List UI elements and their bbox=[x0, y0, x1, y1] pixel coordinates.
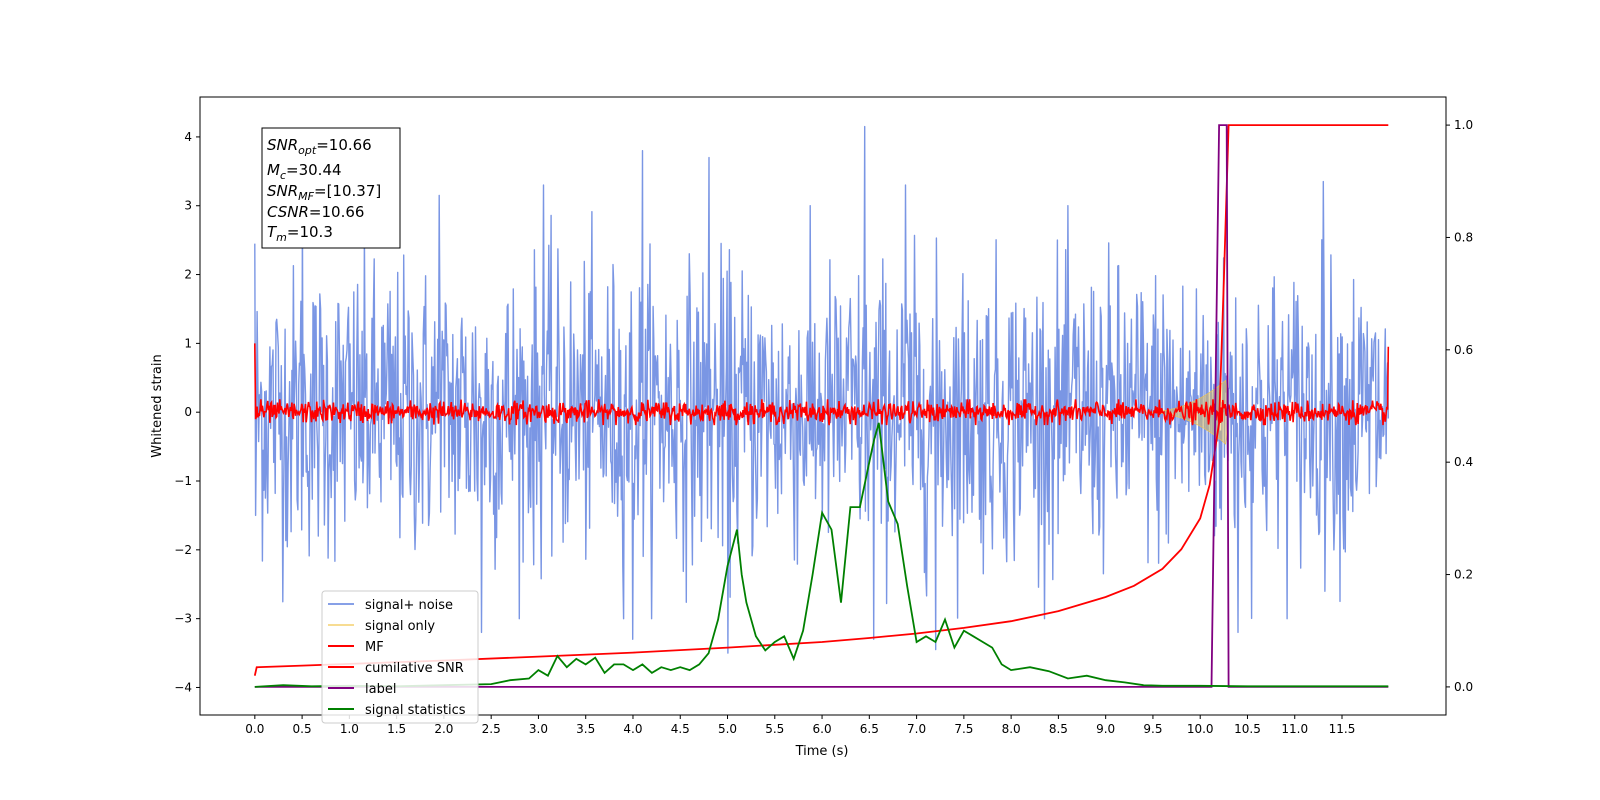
y-left-tick-label: −4 bbox=[174, 680, 192, 694]
x-axis-title: Time (s) bbox=[795, 744, 849, 759]
y-left-tick-label: 3 bbox=[184, 199, 192, 213]
y-left-tick-label: −2 bbox=[174, 543, 192, 557]
series-signal-statistics bbox=[254, 422, 1389, 688]
x-tick-label: 7.5 bbox=[954, 722, 973, 736]
legend-label: signal statistics bbox=[365, 703, 466, 718]
info-snr-opt: SNRopt=10.66 bbox=[267, 136, 372, 157]
y-axis-left: −4 −3 −2 −1 0 1 2 3 4 bbox=[174, 130, 200, 694]
y-right-tick-label: 0.2 bbox=[1454, 568, 1473, 582]
legend-label: signal+ noise bbox=[365, 598, 453, 613]
info-csnr: CSNR=10.66 bbox=[267, 203, 364, 221]
x-tick-label: 6.0 bbox=[813, 722, 832, 736]
x-tick-label: 3.0 bbox=[529, 722, 548, 736]
y-left-tick-label: −1 bbox=[174, 474, 192, 488]
legend: signal+ noise signal only MF cumilative SNR… bbox=[321, 590, 479, 724]
legend-label: MF bbox=[365, 640, 384, 655]
info-snr-mf: SNRMF=[10.37] bbox=[267, 182, 381, 203]
x-tick-label: 4.5 bbox=[671, 722, 690, 736]
y-left-tick-label: 0 bbox=[184, 405, 192, 419]
info-mc: Mc=30.44 bbox=[267, 161, 342, 182]
x-tick-label: 11.5 bbox=[1329, 722, 1356, 736]
series-signal-noise bbox=[254, 125, 1389, 654]
x-tick-label: 7.0 bbox=[907, 722, 926, 736]
x-tick-label: 0.0 bbox=[245, 722, 264, 736]
x-tick-label: 0.5 bbox=[293, 722, 312, 736]
x-tick-label: 3.5 bbox=[576, 722, 595, 736]
legend-label: cumilative SNR bbox=[365, 661, 464, 676]
x-tick-label: 2.0 bbox=[434, 722, 453, 736]
y-right-tick-label: 0.8 bbox=[1454, 230, 1473, 244]
y-right-tick-label: 1.0 bbox=[1454, 118, 1473, 132]
x-tick-label: 1.0 bbox=[340, 722, 359, 736]
legend-label: signal only bbox=[365, 619, 435, 634]
y-right-tick-label: 0.0 bbox=[1454, 680, 1473, 694]
y-left-tick-label: 4 bbox=[184, 130, 192, 144]
x-tick-label: 11.0 bbox=[1281, 722, 1308, 736]
x-tick-label: 8.5 bbox=[1049, 722, 1068, 736]
y-axis-title: Whitened strain bbox=[150, 354, 165, 457]
y-left-tick-label: 2 bbox=[184, 268, 192, 282]
x-tick-label: 8.0 bbox=[1002, 722, 1021, 736]
y-left-tick-label: 1 bbox=[184, 336, 192, 350]
info-tm: Tm=10.3 bbox=[267, 223, 333, 244]
y-axis-right: 0.0 0.2 0.4 0.6 0.8 1.0 bbox=[1446, 118, 1473, 694]
y-right-tick-label: 0.6 bbox=[1454, 343, 1473, 357]
x-tick-label: 5.0 bbox=[718, 722, 737, 736]
x-tick-label: 5.5 bbox=[765, 722, 784, 736]
x-tick-label: 9.0 bbox=[1096, 722, 1115, 736]
x-tick-label: 4.0 bbox=[623, 722, 642, 736]
x-tick-label: 10.5 bbox=[1234, 722, 1261, 736]
y-left-tick-label: −3 bbox=[174, 612, 192, 626]
x-tick-label: 2.5 bbox=[482, 722, 501, 736]
x-tick-label: 10.0 bbox=[1187, 722, 1214, 736]
x-tick-label: 9.5 bbox=[1143, 722, 1162, 736]
x-axis: 0.0 0.5 1.0 1.5 2.0 2.5 3.0 3.5 4.0 4.5 5.0 5.5 6.0 6… bbox=[245, 715, 1355, 736]
info-box: SNRopt=10.66 Mc=30.44 SNRMF=[10.37] CSNR… bbox=[261, 127, 401, 249]
plot-frame bbox=[199, 96, 1447, 716]
series-mf bbox=[254, 343, 1390, 426]
y-right-tick-label: 0.4 bbox=[1454, 455, 1473, 469]
legend-label: label bbox=[365, 682, 396, 697]
x-tick-label: 1.5 bbox=[387, 722, 406, 736]
x-tick-label: 6.5 bbox=[860, 722, 879, 736]
